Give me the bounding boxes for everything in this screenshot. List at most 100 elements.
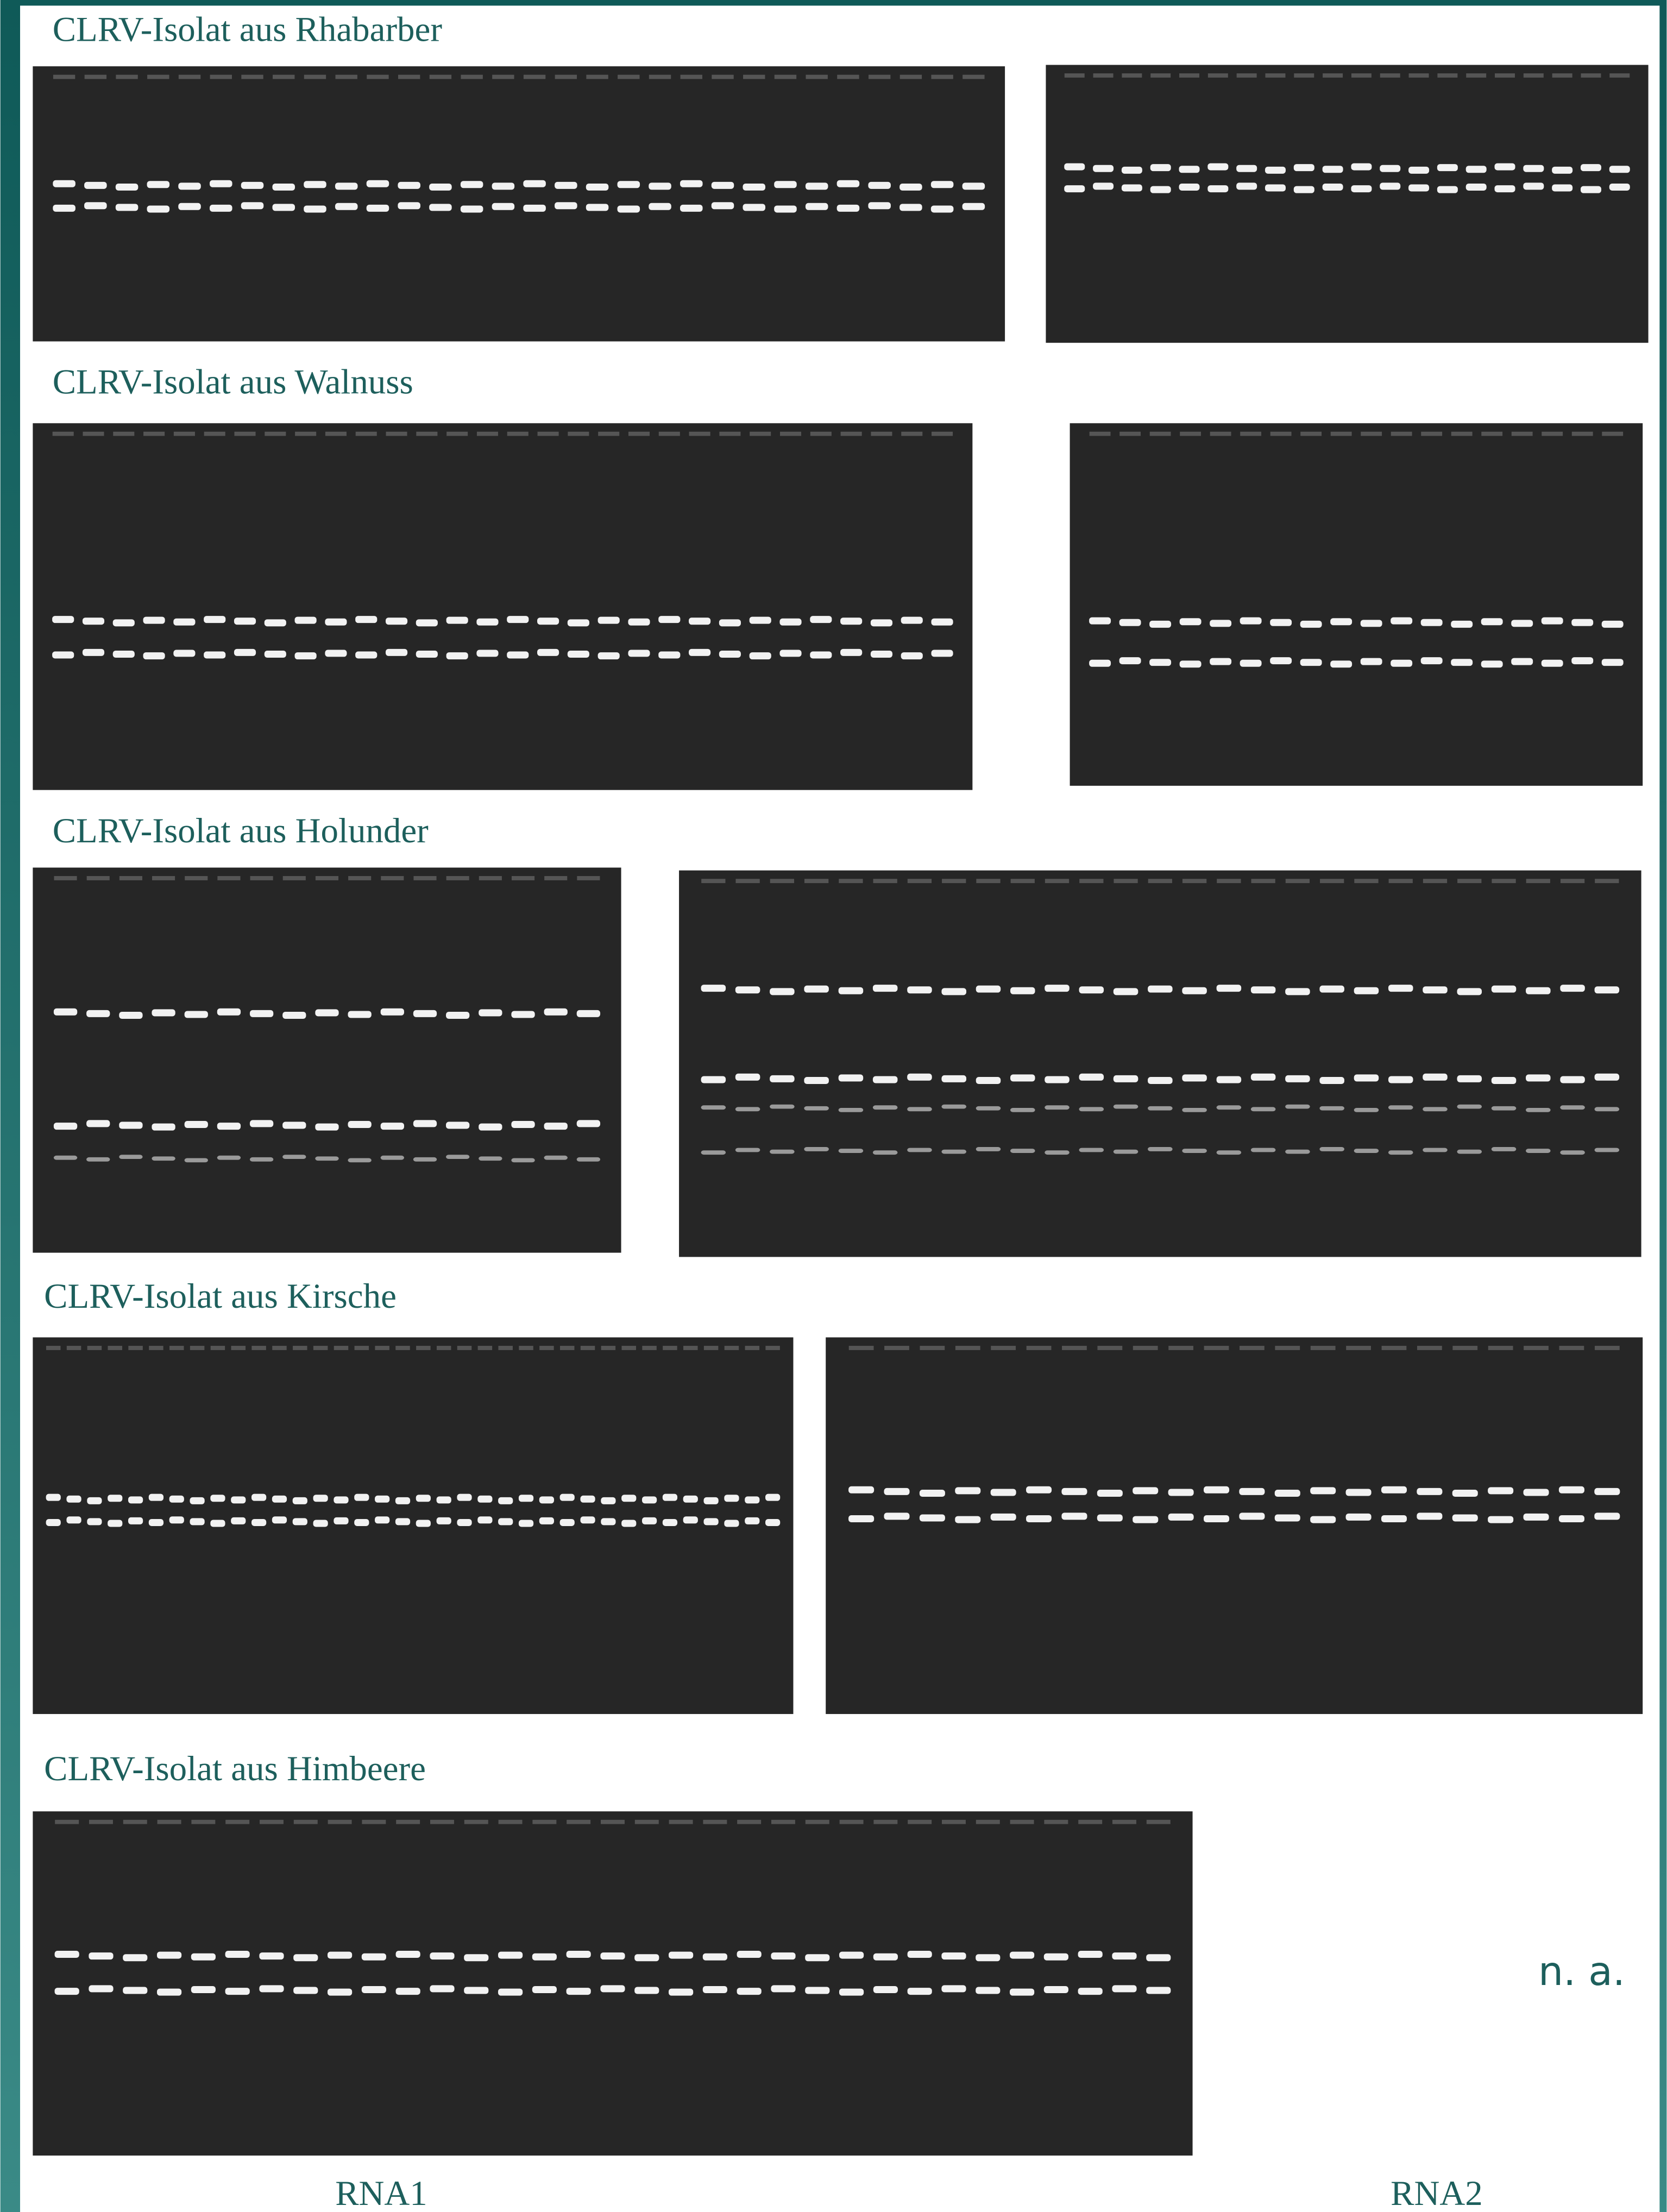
gel-band	[1354, 1108, 1379, 1112]
gel-well	[765, 1346, 779, 1350]
gel-well	[1354, 879, 1378, 883]
gel-well	[1572, 432, 1593, 436]
gel-well	[396, 1820, 420, 1824]
gel-band	[577, 1157, 600, 1162]
gel-well	[446, 432, 468, 436]
gel-well	[398, 75, 420, 79]
gel-band	[770, 1150, 795, 1154]
gel-band	[837, 180, 860, 187]
gel-well	[204, 432, 225, 436]
gel-band	[398, 202, 420, 209]
gel-band	[1285, 1105, 1310, 1109]
gel-well	[413, 876, 436, 880]
gel-well	[601, 1820, 625, 1824]
gel-band	[511, 1011, 534, 1018]
gel-well	[217, 876, 240, 880]
gel-well	[1182, 879, 1206, 883]
gel-band	[868, 182, 891, 189]
gel-band	[745, 1496, 759, 1503]
gel-band	[1511, 620, 1533, 627]
gel-band	[293, 1518, 307, 1525]
gel-band	[908, 1951, 932, 1958]
gel-band	[680, 180, 703, 187]
gel-band	[555, 202, 577, 209]
gel-band	[157, 1989, 181, 1996]
gel-band	[282, 1155, 306, 1159]
gel-band	[1251, 1074, 1276, 1081]
gel-band	[703, 1986, 727, 1993]
gel-well	[1179, 73, 1199, 78]
gel-band	[976, 986, 1001, 993]
gel-band	[658, 616, 680, 623]
gel-band	[810, 616, 832, 623]
gel-band	[295, 652, 317, 659]
gel-band	[1381, 1515, 1407, 1522]
gel-band	[1114, 1105, 1138, 1109]
gel-band	[113, 619, 135, 626]
gel-band	[1481, 660, 1503, 667]
gel-band	[1310, 1487, 1336, 1494]
gel-band	[1044, 1986, 1068, 1993]
gel-band	[1351, 163, 1372, 171]
gel-well	[295, 432, 316, 436]
gel-band	[1182, 1149, 1207, 1153]
gel-band	[1559, 1515, 1584, 1522]
gel-band	[1423, 1074, 1448, 1081]
gel-band	[1026, 1486, 1052, 1493]
gel-band	[1481, 618, 1503, 625]
gel-band	[259, 1985, 284, 1992]
gel-band	[804, 1147, 829, 1151]
gel-band	[1542, 660, 1563, 667]
gel-well	[1027, 1346, 1052, 1350]
gel-band	[839, 987, 864, 994]
gel-well	[1380, 73, 1400, 78]
gel-well	[1331, 432, 1352, 436]
gel-band	[873, 985, 898, 992]
gel-well	[316, 876, 338, 880]
gel-well	[355, 1346, 369, 1350]
gel-well	[1492, 879, 1515, 883]
gel-band	[1388, 1076, 1413, 1083]
gel-band	[532, 1986, 557, 1993]
gel-band	[1168, 1514, 1194, 1521]
gel-band	[1595, 986, 1620, 993]
gel-band	[511, 1158, 534, 1162]
gel-band	[149, 1519, 163, 1526]
gel-band	[560, 1494, 575, 1501]
gel-band	[701, 1105, 726, 1110]
gel-well	[931, 75, 953, 79]
gel-band	[1097, 1490, 1123, 1497]
gel-band	[649, 182, 671, 190]
gel-band	[210, 1495, 225, 1502]
gel-band	[315, 1124, 338, 1131]
gel-band	[1236, 165, 1257, 172]
gel-band	[354, 1519, 369, 1526]
gel-well	[416, 432, 437, 436]
gel-band	[873, 1986, 898, 1993]
gel-band	[1492, 1147, 1517, 1151]
gel-band	[1294, 186, 1314, 193]
gel-band	[907, 1074, 932, 1081]
gel-band	[634, 1987, 659, 1994]
gel-band	[1010, 987, 1035, 994]
gel-well	[683, 1346, 697, 1350]
gel-band	[1045, 1150, 1070, 1155]
gel-band	[848, 1515, 874, 1522]
gel-band	[498, 1989, 523, 1996]
section-title: CLRV-Isolat aus Walnuss	[53, 363, 413, 402]
gel-band	[178, 182, 201, 190]
gel-band	[577, 1010, 600, 1017]
gel-band	[1354, 987, 1379, 994]
gel-band	[539, 1517, 554, 1524]
gel-band	[295, 617, 317, 624]
gel-well	[649, 75, 671, 79]
gel-band	[1114, 988, 1138, 995]
gel-band	[1466, 184, 1487, 191]
gel-band	[1602, 621, 1624, 628]
gel-band	[1079, 1107, 1104, 1111]
gel-band	[839, 1989, 864, 1996]
gel-well	[1595, 879, 1619, 883]
gel-well	[1382, 1346, 1407, 1350]
gel-well	[1421, 432, 1442, 436]
gel-well	[770, 879, 794, 883]
